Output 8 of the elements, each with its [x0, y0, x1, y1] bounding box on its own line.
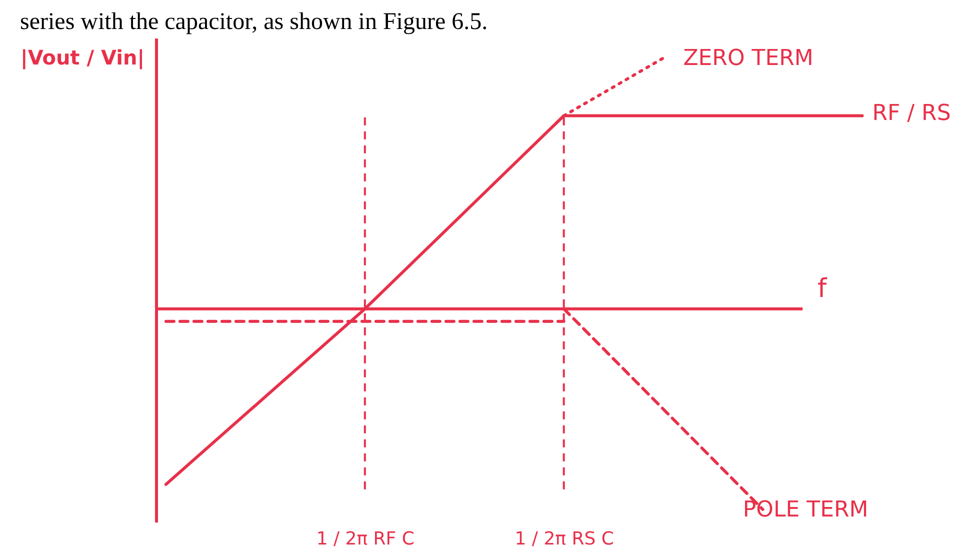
y-axis-title: |Vout / Vin|: [20, 46, 144, 70]
chart-title: series with the capacitor, as shown in Figure 6.5.: [20, 9, 488, 35]
annotation: POLE TERM: [742, 497, 868, 522]
annotation: ZERO TERM: [683, 46, 814, 72]
x-tick-label: 1 / 2π RF C: [316, 528, 414, 550]
x-axis-title: f: [818, 274, 828, 304]
annotation: RF / RS: [872, 101, 951, 126]
x-tick-label: 1 / 2π RS C: [514, 528, 614, 550]
